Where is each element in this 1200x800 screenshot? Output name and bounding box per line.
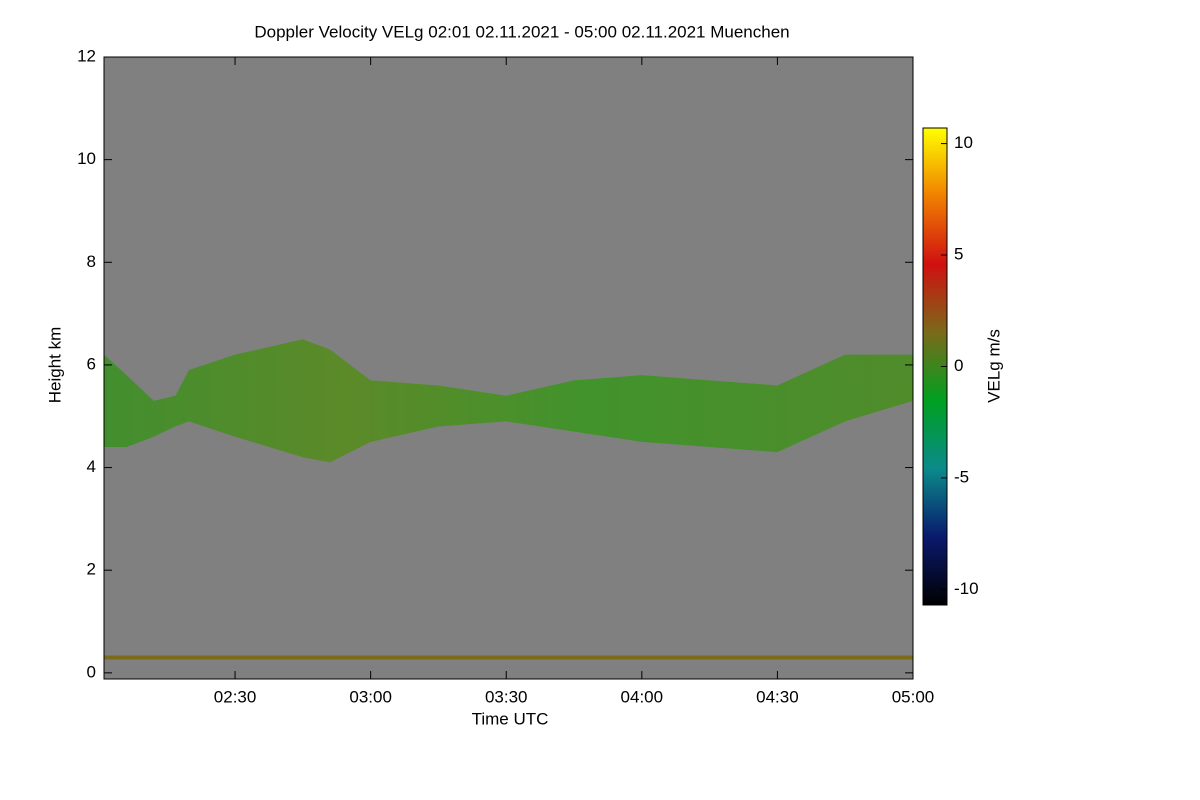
x-tick-label: 02:30 — [214, 687, 257, 706]
x-tick-label: 05:00 — [892, 687, 935, 706]
chart-title: Doppler Velocity VELg 02:01 02.11.2021 -… — [254, 22, 789, 41]
colorbar-tick-label: -5 — [954, 467, 969, 486]
x-tick-label: 03:30 — [485, 687, 528, 706]
x-tick-label: 04:00 — [621, 687, 664, 706]
colorbar-tick-label: 0 — [954, 356, 963, 375]
y-tick-label: 8 — [87, 252, 96, 271]
x-tick-label: 04:30 — [756, 687, 799, 706]
y-tick-label: 2 — [87, 560, 96, 579]
y-tick-label: 4 — [87, 457, 96, 476]
y-tick-label: 10 — [77, 149, 96, 168]
colorbar-label: VELg m/s — [984, 329, 1003, 403]
plot-frame — [103, 56, 914, 680]
y-tick-label: 6 — [87, 354, 96, 373]
y-tick-label: 12 — [77, 46, 96, 65]
x-axis-label: Time UTC — [472, 709, 549, 728]
colorbar-tick-label: 5 — [954, 245, 963, 264]
y-tick-label: 0 — [87, 662, 96, 681]
cloud-layer — [104, 339, 913, 463]
x-tick-label: 03:00 — [349, 687, 392, 706]
colorbar-tick-label: 10 — [954, 133, 973, 152]
y-axis-label: Height km — [45, 327, 64, 404]
colorbar-tick-label: -10 — [954, 579, 979, 598]
